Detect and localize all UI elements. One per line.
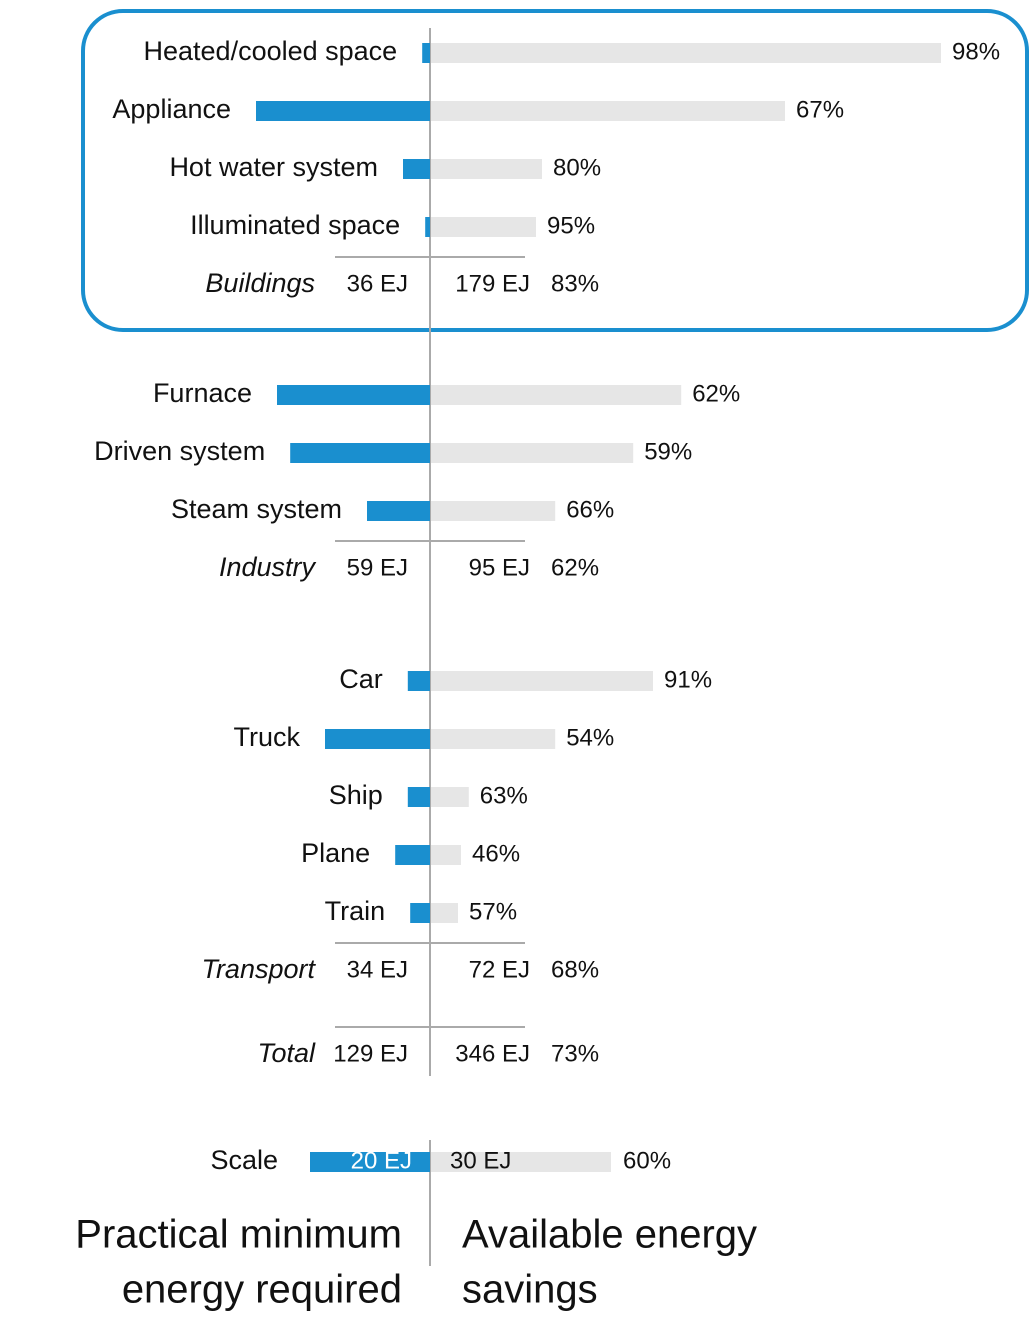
percent-label: 80% bbox=[553, 154, 601, 181]
group-name: Total bbox=[257, 1038, 316, 1068]
savings-bar bbox=[431, 443, 634, 463]
total-min: 59 EJ bbox=[347, 554, 408, 581]
total-percent: 73% bbox=[551, 1040, 599, 1067]
savings-bar bbox=[431, 729, 556, 749]
min-bar bbox=[410, 903, 430, 923]
item-label: Steam system bbox=[171, 494, 342, 524]
savings-bar bbox=[431, 217, 536, 237]
min-bar bbox=[407, 671, 430, 691]
percent-label: 67% bbox=[796, 96, 844, 123]
item-label: Furnace bbox=[153, 378, 252, 408]
item-label: Ship bbox=[329, 780, 383, 810]
min-bar bbox=[425, 217, 430, 237]
item-label: Heated/cooled space bbox=[144, 36, 398, 66]
item-label: Plane bbox=[301, 838, 370, 868]
percent-label: 57% bbox=[469, 898, 517, 925]
min-bar bbox=[325, 729, 430, 749]
savings-bar bbox=[431, 101, 785, 121]
percent-label: 98% bbox=[952, 38, 1000, 65]
item-label: Truck bbox=[234, 722, 301, 752]
savings-bar bbox=[431, 903, 458, 923]
total-percent: 68% bbox=[551, 956, 599, 983]
savings-bar bbox=[431, 385, 682, 405]
legend-right: Available energy bbox=[462, 1213, 757, 1257]
total-savings: 95 EJ bbox=[469, 554, 530, 581]
buildings-frame bbox=[81, 9, 1029, 332]
total-percent: 62% bbox=[551, 554, 599, 581]
total-percent: 83% bbox=[551, 270, 599, 297]
scale-min: 20 EJ bbox=[351, 1147, 412, 1174]
total-savings: 179 EJ bbox=[455, 270, 530, 297]
percent-label: 95% bbox=[547, 212, 595, 239]
percent-label: 46% bbox=[472, 840, 520, 867]
percent-label: 54% bbox=[566, 724, 614, 751]
item-label: Car bbox=[339, 664, 383, 694]
item-label: Appliance bbox=[112, 94, 231, 124]
legend-left: energy required bbox=[122, 1268, 402, 1312]
savings-bar bbox=[431, 845, 461, 865]
item-label: Hot water system bbox=[169, 152, 378, 182]
percent-label: 59% bbox=[644, 438, 692, 465]
scale-percent: 60% bbox=[623, 1147, 671, 1174]
percent-label: 62% bbox=[692, 380, 740, 407]
savings-bar bbox=[431, 159, 542, 179]
percent-label: 66% bbox=[566, 496, 614, 523]
legend-left: Practical minimum bbox=[75, 1213, 402, 1257]
total-savings: 346 EJ bbox=[455, 1040, 530, 1067]
min-bar bbox=[403, 159, 430, 179]
total-min: 129 EJ bbox=[333, 1040, 408, 1067]
percent-label: 63% bbox=[480, 782, 528, 809]
scale-savings: 30 EJ bbox=[450, 1147, 511, 1174]
total-min: 34 EJ bbox=[347, 956, 408, 983]
min-bar bbox=[407, 787, 430, 807]
group-name: Buildings bbox=[205, 268, 315, 298]
min-bar bbox=[367, 501, 430, 521]
savings-bar bbox=[431, 787, 469, 807]
scale-name: Scale bbox=[210, 1145, 278, 1175]
min-bar bbox=[290, 443, 430, 463]
item-label: Driven system bbox=[94, 436, 265, 466]
group-name: Transport bbox=[201, 954, 316, 984]
percent-label: 91% bbox=[664, 666, 712, 693]
min-bar bbox=[310, 1152, 430, 1172]
min-bar bbox=[395, 845, 430, 865]
savings-bar bbox=[431, 671, 653, 691]
legend-right: savings bbox=[462, 1268, 598, 1312]
min-bar bbox=[277, 385, 430, 405]
savings-bar bbox=[431, 501, 556, 521]
group-name: Industry bbox=[219, 552, 317, 582]
min-bar bbox=[422, 43, 430, 63]
item-label: Illuminated space bbox=[190, 210, 400, 240]
total-min: 36 EJ bbox=[347, 270, 408, 297]
min-bar bbox=[256, 101, 430, 121]
total-savings: 72 EJ bbox=[469, 956, 530, 983]
savings-bar bbox=[431, 43, 941, 63]
item-label: Train bbox=[325, 896, 386, 926]
savings-bar bbox=[431, 1152, 611, 1172]
